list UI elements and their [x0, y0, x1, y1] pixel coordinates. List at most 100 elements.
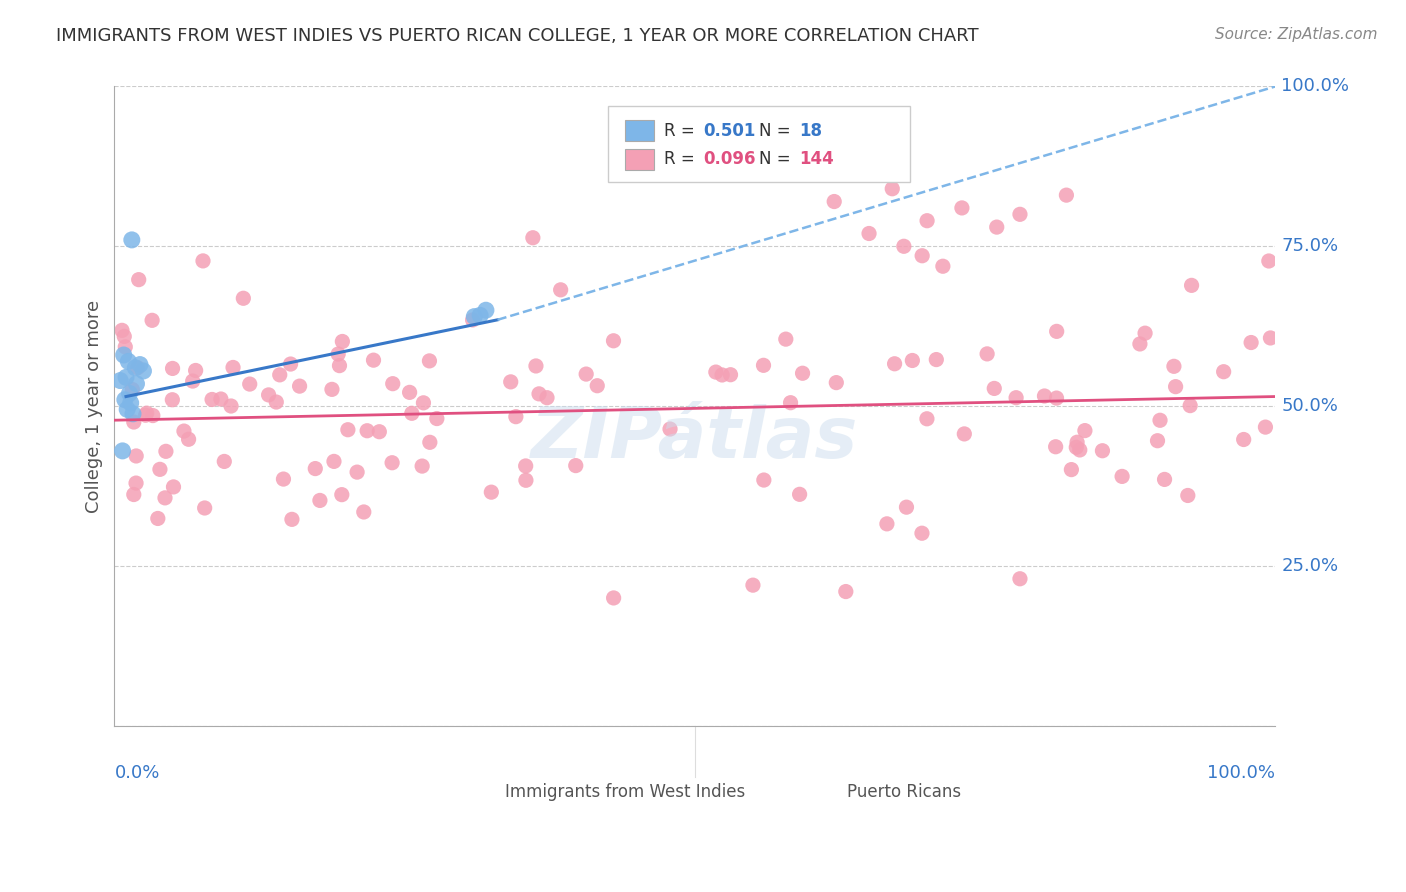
Text: 75.0%: 75.0% — [1281, 237, 1339, 255]
Point — [524, 359, 547, 373]
Point — [125, 376, 148, 391]
Point — [1153, 472, 1175, 486]
Point — [412, 396, 434, 410]
FancyBboxPatch shape — [626, 149, 654, 169]
Point — [1240, 335, 1263, 350]
Point — [896, 500, 918, 515]
Point — [146, 511, 169, 525]
Point — [1164, 379, 1187, 393]
Point — [114, 340, 136, 354]
Point — [328, 347, 350, 361]
Text: N =: N = — [759, 121, 796, 139]
Text: 100.0%: 100.0% — [1281, 78, 1350, 95]
FancyBboxPatch shape — [759, 763, 787, 780]
Point — [953, 426, 976, 441]
Point — [752, 359, 775, 373]
Text: Puerto Ricans: Puerto Ricans — [846, 783, 960, 801]
Point — [121, 233, 143, 247]
Point — [882, 182, 904, 196]
Text: R =: R = — [664, 121, 700, 139]
Point — [121, 383, 143, 397]
Point — [711, 368, 734, 382]
Point — [281, 512, 304, 526]
Point — [1069, 442, 1091, 457]
Point — [280, 357, 302, 371]
Point — [125, 476, 148, 491]
Point — [273, 472, 295, 486]
Point — [125, 449, 148, 463]
Point — [986, 220, 1008, 235]
Point — [346, 465, 368, 479]
Point — [356, 424, 378, 438]
Point — [1066, 435, 1088, 450]
Point — [1149, 413, 1171, 427]
Point — [692, 154, 714, 169]
Point — [363, 353, 385, 368]
Point — [398, 385, 420, 400]
Point — [111, 323, 134, 337]
Point — [141, 313, 163, 327]
Point — [214, 454, 236, 468]
Point — [111, 443, 134, 458]
Text: 50.0%: 50.0% — [1281, 397, 1339, 415]
Text: Immigrants from West Indies: Immigrants from West Indies — [505, 783, 745, 801]
Point — [1180, 278, 1202, 293]
Point — [135, 408, 157, 422]
Point — [1008, 207, 1031, 221]
Point — [586, 378, 609, 392]
Point — [915, 411, 938, 425]
Point — [120, 396, 142, 410]
Text: 25.0%: 25.0% — [1281, 557, 1339, 575]
Text: 0.501: 0.501 — [703, 121, 755, 139]
Point — [1054, 188, 1077, 202]
Point — [515, 473, 537, 487]
Point — [752, 473, 775, 487]
Point — [775, 332, 797, 346]
Point — [911, 249, 934, 263]
Point — [835, 584, 858, 599]
Point — [127, 360, 149, 375]
Point — [1046, 324, 1069, 338]
Point — [269, 368, 291, 382]
Point — [792, 366, 814, 380]
Point — [114, 392, 136, 407]
Text: 0.096: 0.096 — [703, 151, 755, 169]
Point — [901, 353, 924, 368]
Point — [475, 303, 498, 318]
Point — [110, 374, 132, 388]
Point — [720, 368, 742, 382]
Point — [742, 578, 765, 592]
Point — [527, 387, 550, 401]
Point — [122, 487, 145, 501]
Point — [411, 459, 433, 474]
Point — [304, 461, 326, 475]
Text: IMMIGRANTS FROM WEST INDIES VS PUERTO RICAN COLLEGE, 1 YEAR OR MORE CORRELATION : IMMIGRANTS FROM WEST INDIES VS PUERTO RI… — [56, 27, 979, 45]
Point — [153, 491, 176, 505]
Point — [132, 364, 155, 378]
Point — [499, 375, 522, 389]
Point — [135, 406, 157, 420]
Point — [122, 407, 145, 421]
Point — [515, 458, 537, 473]
Point — [381, 376, 404, 391]
Point — [932, 259, 955, 273]
Point — [209, 392, 232, 406]
Point — [858, 227, 880, 241]
FancyBboxPatch shape — [607, 105, 910, 182]
Point — [129, 358, 152, 372]
Point — [915, 213, 938, 227]
Text: 0.0%: 0.0% — [114, 764, 160, 782]
Point — [323, 454, 346, 468]
Point — [1260, 331, 1282, 345]
Point — [142, 409, 165, 423]
Point — [173, 424, 195, 438]
Point — [564, 458, 586, 473]
Point — [1163, 359, 1185, 374]
Point — [309, 493, 332, 508]
Point — [155, 444, 177, 458]
Point — [704, 365, 727, 379]
Point — [1177, 488, 1199, 502]
Point — [124, 360, 146, 375]
Y-axis label: College, 1 year or more: College, 1 year or more — [86, 300, 103, 513]
Point — [181, 374, 204, 388]
